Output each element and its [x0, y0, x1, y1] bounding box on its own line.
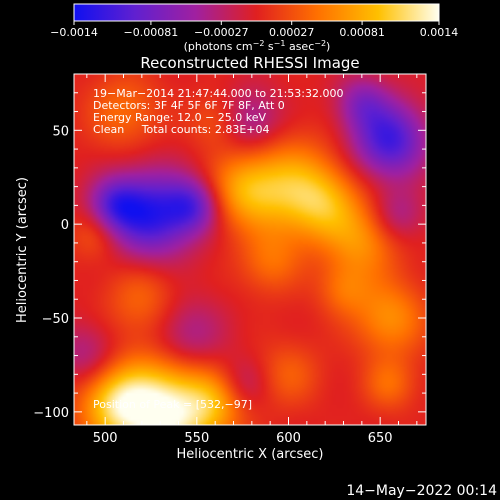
colorbar-tick-label: 0.0014	[420, 26, 459, 39]
colorbar	[74, 4, 439, 21]
y-tick-label: 50	[52, 124, 69, 139]
peak-position-label: Position of Peak = [532,−97]	[93, 398, 252, 411]
chart-title: Reconstructed RHESSI Image	[140, 54, 359, 72]
timestamp: 14−May−2022 00:14	[346, 483, 497, 499]
annotation-detectors: Detectors: 3F 4F 5F 6F 7F 8F, Att 0	[93, 99, 285, 112]
annotation-time-range: 19−Mar−2014 21:47:44.000 to 21:53:32.000	[93, 87, 344, 100]
colorbar-frame	[73, 3, 440, 22]
x-tick-label: 650	[368, 431, 393, 446]
x-axis-label: Heliocentric X (arcsec)	[177, 447, 324, 462]
colorbar-tick-label: 0.00081	[339, 26, 385, 39]
y-tick-label: −50	[42, 312, 69, 327]
colorbar-tick-label: −0.00027	[194, 26, 249, 39]
colorbar-tick-label: −0.0014	[50, 26, 98, 39]
y-tick-label: −100	[33, 406, 69, 421]
x-tick-label: 600	[276, 431, 301, 446]
colorbar-ticks: −0.0014 −0.00081 −0.00027 0.00027 0.00081 0.0…	[50, 21, 458, 39]
colorbar-tick-label: 0.00027	[269, 26, 315, 39]
y-tick-label: 0	[61, 218, 69, 233]
colorbar-units: (photons cm−2 s−1 asec−2)	[184, 39, 331, 53]
colorbar-tick-label: −0.00081	[124, 26, 179, 39]
heatmap-image	[74, 74, 426, 425]
plot-frame	[73, 73, 427, 426]
y-axis-ticks: 50 0 −50 −100	[33, 73, 426, 421]
x-tick-label: 550	[184, 431, 209, 446]
x-tick-label: 500	[93, 431, 118, 446]
y-axis-label: Heliocentric Y (arcsec)	[15, 177, 30, 323]
annotation-counts: Clean Total counts: 2.83E+04	[93, 123, 270, 136]
x-axis-ticks: 500 550 600 650	[86, 74, 418, 446]
annotation-energy-range: Energy Range: 12.0 − 25.0 keV	[93, 111, 267, 124]
